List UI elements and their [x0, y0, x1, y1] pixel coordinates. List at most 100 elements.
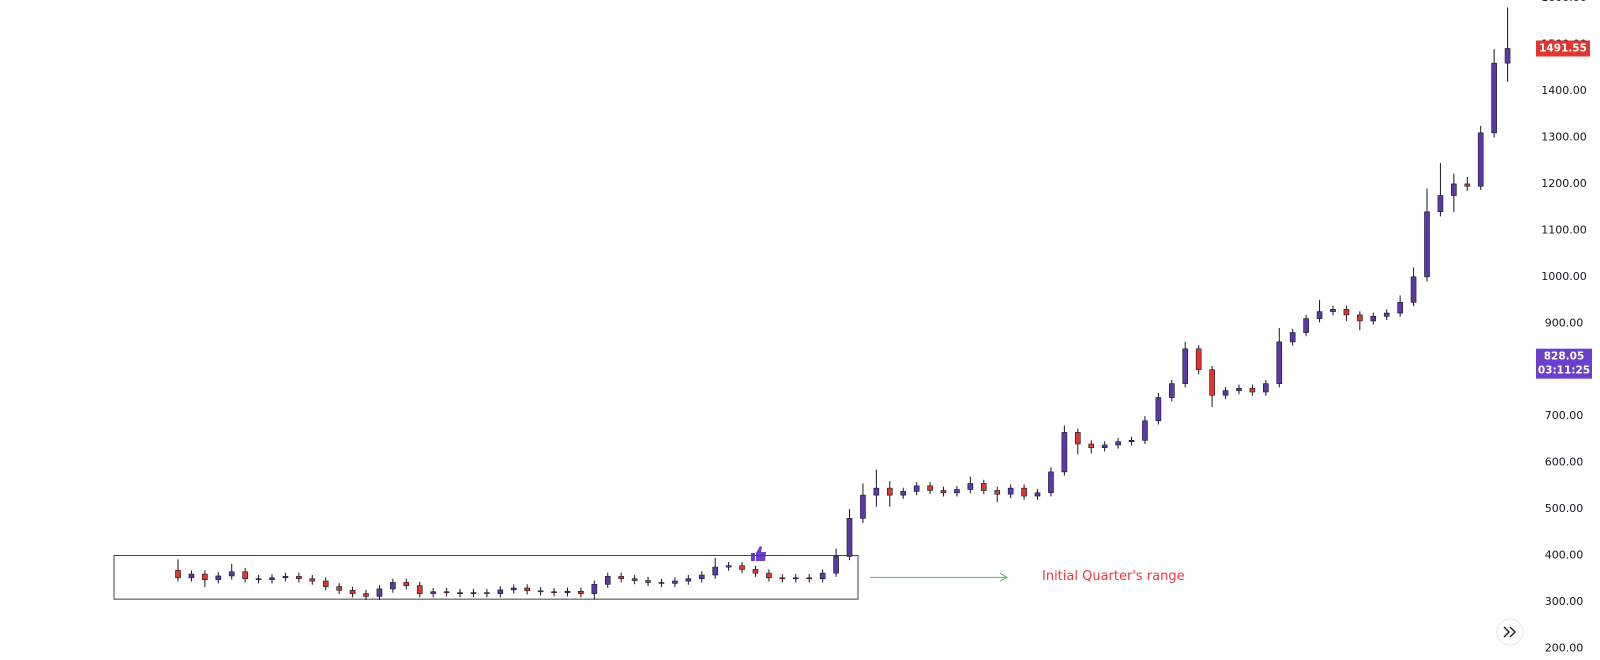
candle-body [1289, 332, 1296, 343]
candle-body [1142, 420, 1148, 441]
candle-body [443, 591, 450, 594]
candle-body [202, 573, 208, 580]
last-price-tag [1536, 40, 1590, 57]
marker-price-tag [1536, 348, 1592, 379]
y-tick-label: 1600.00 [1541, 0, 1587, 4]
candle-body [510, 587, 517, 591]
candle-body [175, 570, 181, 579]
candle-body [1075, 432, 1081, 445]
candle-body [739, 565, 745, 570]
candle-body [1343, 309, 1350, 316]
candle-body [1048, 471, 1054, 494]
candle-body [1007, 487, 1014, 495]
candle-body [860, 494, 866, 519]
candle-body [1169, 383, 1175, 398]
candle-body [1464, 183, 1471, 187]
candle-body [403, 582, 410, 586]
candle-body [1397, 302, 1403, 314]
y-tick-label: 700.00 [1545, 409, 1584, 422]
marker-price-label: 828.05 [1544, 351, 1585, 363]
candle-body [725, 565, 732, 568]
candle-body [1491, 62, 1497, 134]
candle-body [913, 485, 920, 492]
countdown: 03:11:25 [1538, 365, 1590, 377]
candle-body [296, 576, 302, 580]
arrow-head [999, 572, 1009, 582]
candle-body [1182, 348, 1189, 384]
candle-body [242, 571, 248, 580]
candle-body [255, 578, 262, 581]
candle-body [430, 591, 436, 594]
candle-body [188, 573, 195, 579]
candle-body [631, 578, 638, 581]
candle-body [1316, 311, 1323, 319]
candle-body [363, 593, 369, 597]
candle-body [1383, 312, 1390, 317]
candle-body [886, 487, 893, 496]
candle-body [994, 490, 1001, 495]
candle-body [645, 580, 651, 583]
candle-body [980, 483, 987, 491]
candle-body [752, 569, 759, 574]
candle-body [1101, 444, 1108, 449]
candle-body [698, 574, 705, 580]
candle-body [470, 592, 477, 594]
candle-body [1021, 487, 1027, 497]
y-tick-label: 300.00 [1545, 595, 1584, 608]
candle-body [551, 591, 557, 594]
candle-body [376, 588, 383, 597]
candle-body [1195, 348, 1202, 371]
last-price-label: 1491.55 [1539, 43, 1587, 55]
candle-body [269, 577, 275, 580]
y-tick-label: 1000.00 [1541, 270, 1587, 283]
candle-body [1115, 441, 1121, 446]
candle-body [618, 576, 624, 580]
candle-body [1357, 314, 1363, 322]
annotation: Initial Quarter's range [1042, 569, 1185, 584]
candle-body [967, 483, 974, 490]
candle-body [349, 590, 356, 594]
candle-body [282, 576, 289, 579]
candle-body [322, 580, 329, 587]
candle-body [846, 518, 853, 557]
candle-body [1410, 276, 1417, 303]
candle-body [1034, 492, 1041, 497]
y-tick-label: 1200.00 [1541, 177, 1587, 190]
candle-body [309, 578, 316, 582]
candle-body [1370, 315, 1377, 322]
candle-body [833, 556, 839, 574]
candle-body [416, 585, 423, 594]
scroll-button[interactable] [1496, 618, 1524, 646]
candle-body [1128, 440, 1135, 443]
candle-body [1424, 211, 1430, 278]
candle-body [779, 577, 786, 580]
candle-body [1155, 397, 1162, 422]
candle-body [457, 592, 463, 594]
candle-body [564, 590, 571, 593]
candle-body [1088, 443, 1095, 449]
y-tick-label: 500.00 [1545, 502, 1584, 515]
candle-body [1263, 383, 1269, 393]
candle-body [497, 589, 504, 594]
y-tick-label: 600.00 [1545, 456, 1584, 469]
y-tick-label: 1100.00 [1541, 223, 1587, 236]
candle-body [712, 566, 719, 576]
y-tick-label: 1300.00 [1541, 130, 1587, 143]
candle-body [591, 583, 598, 594]
candle-body [1504, 48, 1511, 64]
candle-body [1222, 390, 1229, 396]
candle-body [940, 490, 947, 494]
candle-body [672, 580, 678, 584]
candle-body [215, 575, 222, 580]
candle-body [1477, 132, 1484, 187]
candle-body [1276, 341, 1283, 384]
candle-body [336, 586, 342, 591]
candle-body [900, 491, 907, 496]
y-tick-label: 1400.00 [1541, 84, 1587, 97]
candle-body [954, 489, 960, 494]
candle-body [604, 576, 611, 585]
candle-body [1236, 387, 1242, 391]
thumbs-up-icon [751, 546, 766, 561]
y-tick-label: 900.00 [1545, 316, 1584, 329]
